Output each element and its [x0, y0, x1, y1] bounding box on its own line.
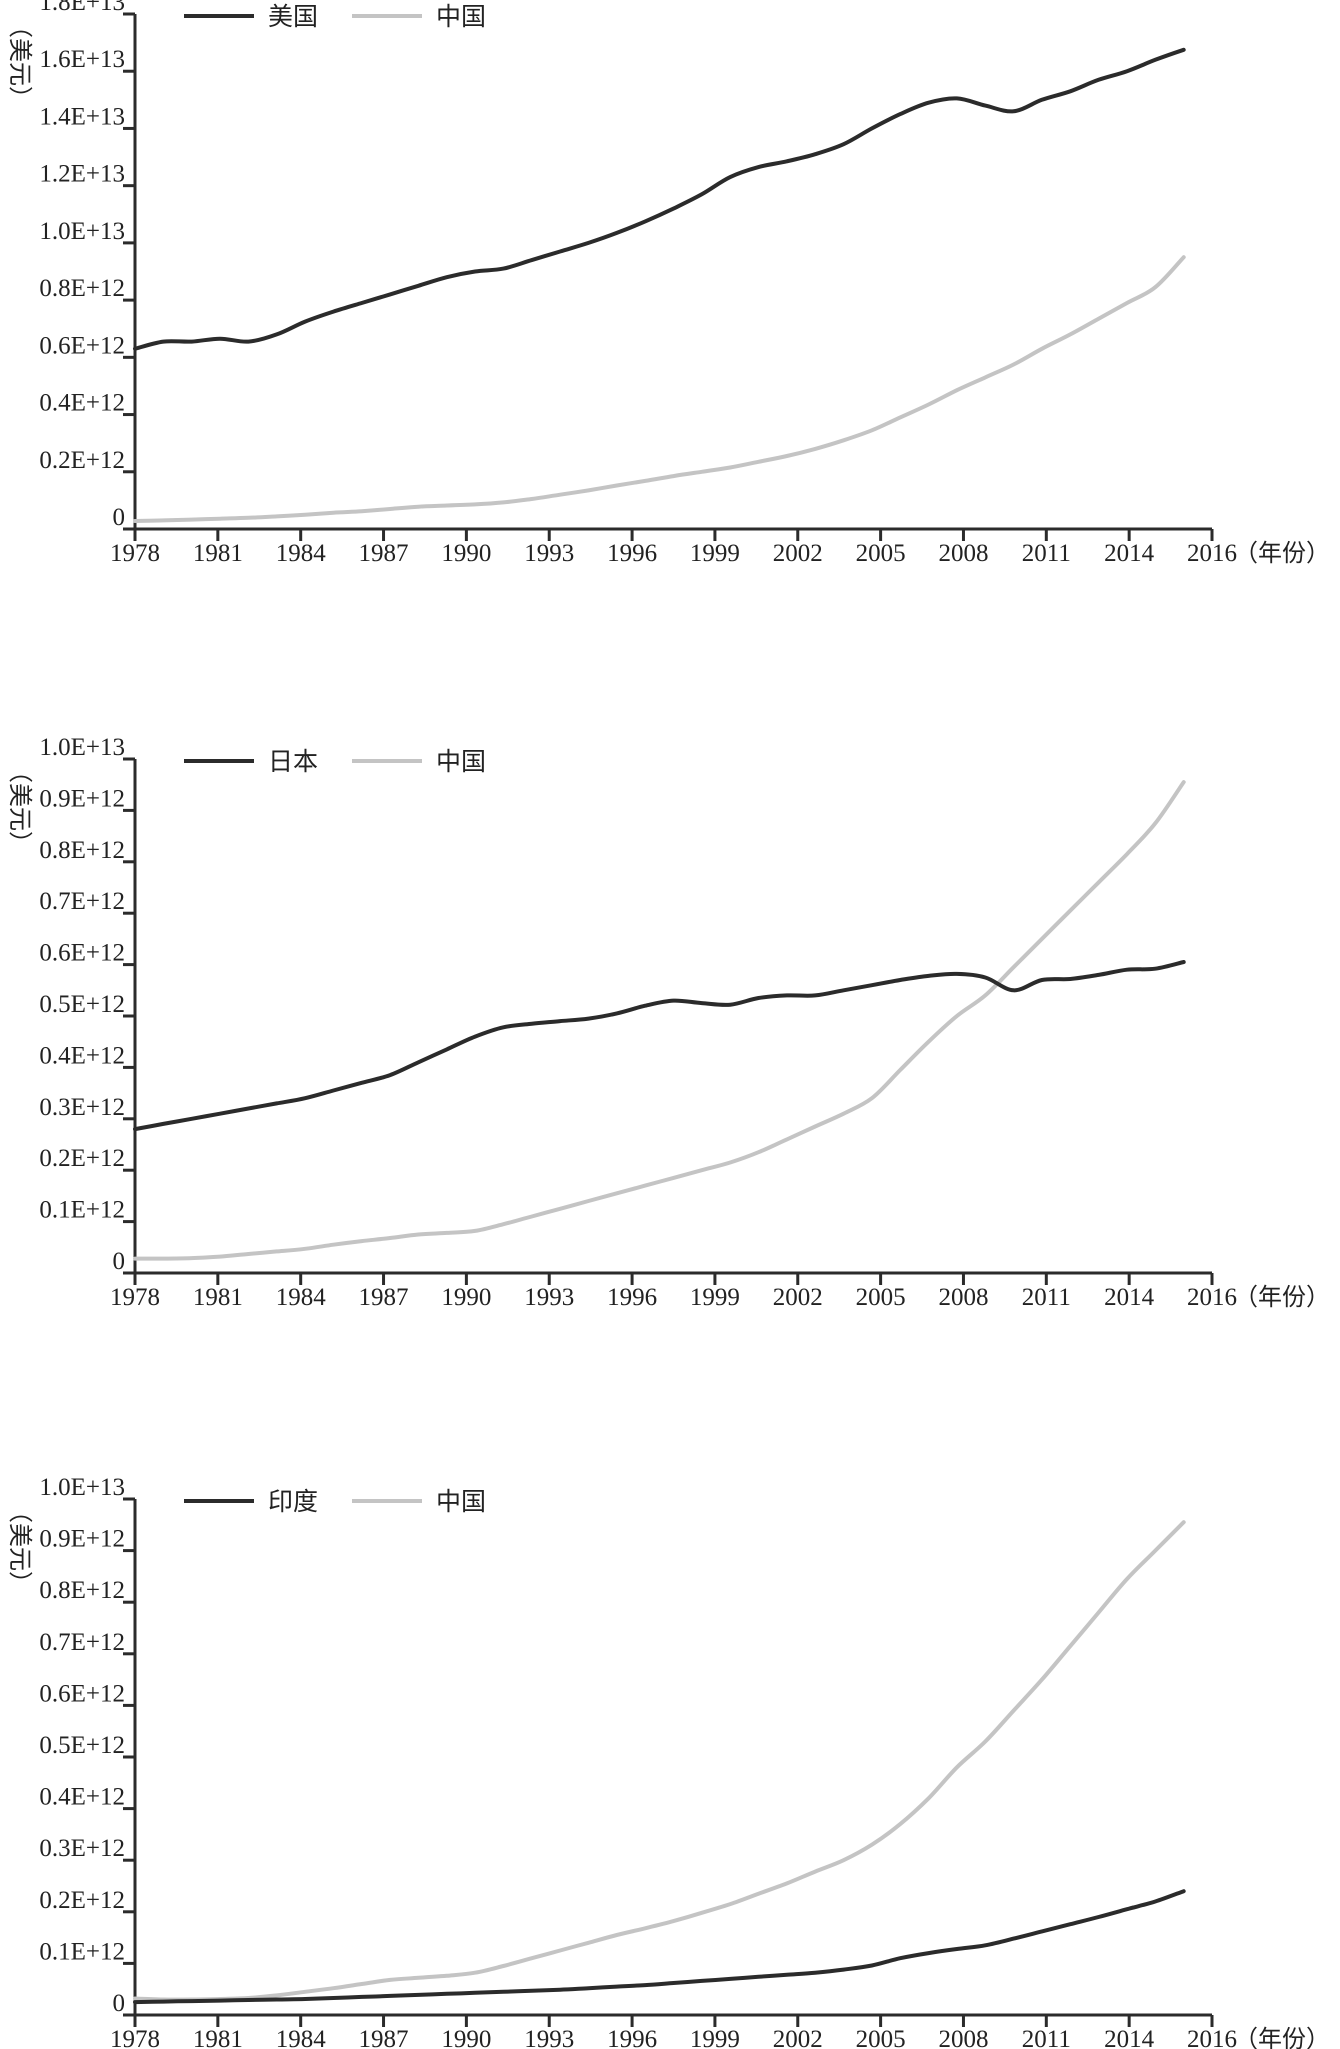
- x-tick-label: 2014: [1104, 1284, 1155, 1311]
- x-tick-label: 2014: [1104, 2026, 1155, 2049]
- legend-label: 中国: [436, 2, 486, 31]
- chart-panel-2: 0 0.1E+12 0.2E+12 0.3E+12 0.4E+12 0.5E+12 0.6E…: [6, 734, 1330, 1311]
- y-tick-label: 0.8E+12: [39, 275, 125, 302]
- x-tick-label: 1987: [359, 1284, 409, 1311]
- x-tick-label: 1999: [690, 540, 740, 567]
- x-tick-label: 1990: [441, 540, 491, 567]
- x-tick-label: 1993: [524, 2026, 574, 2049]
- y-tick-label: 0.7E+12: [39, 888, 125, 915]
- x-tick-label: 2011: [1022, 1284, 1071, 1311]
- chart-panel-3: 0 0.1E+12 0.2E+12 0.3E+12 0.4E+12 0.5E+12 0.6E…: [6, 1474, 1330, 2049]
- y-tick-label: 0.2E+12: [39, 447, 125, 474]
- y-tick-label: 1.4E+13: [39, 103, 125, 130]
- x-tick-label: 1978: [110, 1284, 160, 1311]
- y-tick-label: 0.1E+12: [39, 1938, 125, 1965]
- legend-label: 日本: [268, 747, 318, 776]
- x-tick-label: 1984: [276, 1284, 327, 1311]
- x-tick-label: 1987: [359, 2026, 409, 2049]
- y-tick-label: 1.0E+13: [39, 734, 125, 761]
- x-axis-label: （年份）: [1234, 2025, 1330, 2049]
- x-tick-label: 1996: [607, 540, 657, 567]
- x-tick-label: 2002: [773, 1284, 823, 1311]
- series-line-中国: [133, 1520, 1186, 2002]
- x-tick-label: 1990: [441, 2026, 491, 2049]
- x-tick-label: 1978: [110, 2026, 160, 2049]
- x-tick-label: 2011: [1022, 2026, 1071, 2049]
- chart-panel-1: 0 0.2E+12 0.4E+12 0.6E+12 0.8E+12 1.0E+13 1.2E…: [6, 0, 1330, 567]
- x-tick-label: 1996: [607, 2026, 657, 2049]
- x-tick-label: 1981: [193, 2026, 243, 2049]
- y-tick-label: 0: [113, 504, 126, 531]
- x-tick-label: 2016: [1187, 2026, 1237, 2049]
- y-tick-label: 1.8E+13: [39, 0, 125, 16]
- series-line-美国: [133, 47, 1186, 351]
- y-tick-label: 0.8E+12: [39, 1577, 125, 1604]
- x-tick-label: 1993: [524, 1284, 574, 1311]
- y-tick-label: 0.7E+12: [39, 1629, 125, 1656]
- x-tick-label: 2005: [856, 1284, 906, 1311]
- legend-label: 中国: [436, 1487, 486, 1516]
- x-tick-label: 2008: [938, 1284, 988, 1311]
- x-tick-label: 2008: [938, 540, 988, 567]
- x-tick-label: 1999: [690, 1284, 740, 1311]
- x-tick-label: 2005: [856, 540, 906, 567]
- x-tick-label: 2016: [1187, 1284, 1237, 1311]
- x-tick-label: 1984: [276, 540, 327, 567]
- y-tick-label: 0.4E+12: [39, 390, 125, 417]
- x-tick-label: 1987: [359, 540, 409, 567]
- y-tick-label: 0.3E+12: [39, 1094, 125, 1121]
- y-tick-label: 0.1E+12: [39, 1197, 125, 1224]
- y-tick-label: 0.2E+12: [39, 1145, 125, 1172]
- y-tick-label: 1.2E+13: [39, 161, 125, 188]
- y-tick-label: 0.8E+12: [39, 837, 125, 864]
- y-tick-label: 0.9E+12: [39, 785, 125, 812]
- x-tick-label: 1996: [607, 1284, 657, 1311]
- series-line-中国: [133, 255, 1186, 523]
- y-tick-label: 1.0E+13: [39, 218, 125, 245]
- y-tick-label: 0.6E+12: [39, 332, 125, 359]
- legend-label: 美国: [268, 2, 318, 31]
- y-tick-label: 0: [113, 1990, 126, 2017]
- y-tick-label: 0.4E+12: [39, 1042, 125, 1069]
- x-tick-label: 2014: [1104, 540, 1155, 567]
- series-line-日本: [133, 960, 1186, 1132]
- x-tick-label: 1993: [524, 540, 574, 567]
- x-tick-label: 2002: [773, 540, 823, 567]
- y-tick-label: 1.6E+13: [39, 46, 125, 73]
- y-tick-label: 0.5E+12: [39, 991, 125, 1018]
- y-tick-label: 0.6E+12: [39, 940, 125, 967]
- legend-label: 印度: [268, 1487, 318, 1516]
- y-tick-label: 0.4E+12: [39, 1784, 125, 1811]
- x-axis-label: （年份）: [1234, 1283, 1330, 1311]
- x-tick-label: 1981: [193, 540, 243, 567]
- y-axis-label: （美元）: [6, 759, 34, 855]
- x-tick-label: 1984: [276, 2026, 327, 2049]
- series-line-中国: [133, 780, 1186, 1261]
- x-tick-label: 2002: [773, 2026, 823, 2049]
- x-tick-label: 2011: [1022, 540, 1071, 567]
- series-line-印度: [133, 1889, 1186, 2005]
- y-tick-label: 0.9E+12: [39, 1526, 125, 1553]
- x-tick-label: 1990: [441, 1284, 491, 1311]
- y-axis-label: （美元）: [6, 1499, 34, 1595]
- x-tick-label: 1981: [193, 1284, 243, 1311]
- x-tick-label: 2016: [1187, 540, 1237, 567]
- legend-label: 中国: [436, 747, 486, 776]
- y-tick-label: 0.3E+12: [39, 1835, 125, 1862]
- y-tick-label: 0.2E+12: [39, 1887, 125, 1914]
- y-tick-label: 0.5E+12: [39, 1732, 125, 1759]
- y-tick-label: 1.0E+13: [39, 1474, 125, 1501]
- x-tick-label: 2005: [856, 2026, 906, 2049]
- y-tick-label: 0.6E+12: [39, 1680, 125, 1707]
- x-tick-label: 1978: [110, 540, 160, 567]
- y-axis-label: （美元）: [6, 14, 34, 110]
- x-axis-label: （年份）: [1234, 539, 1330, 567]
- x-tick-label: 2008: [938, 2026, 988, 2049]
- x-tick-label: 1999: [690, 2026, 740, 2049]
- y-tick-label: 0: [113, 1248, 126, 1275]
